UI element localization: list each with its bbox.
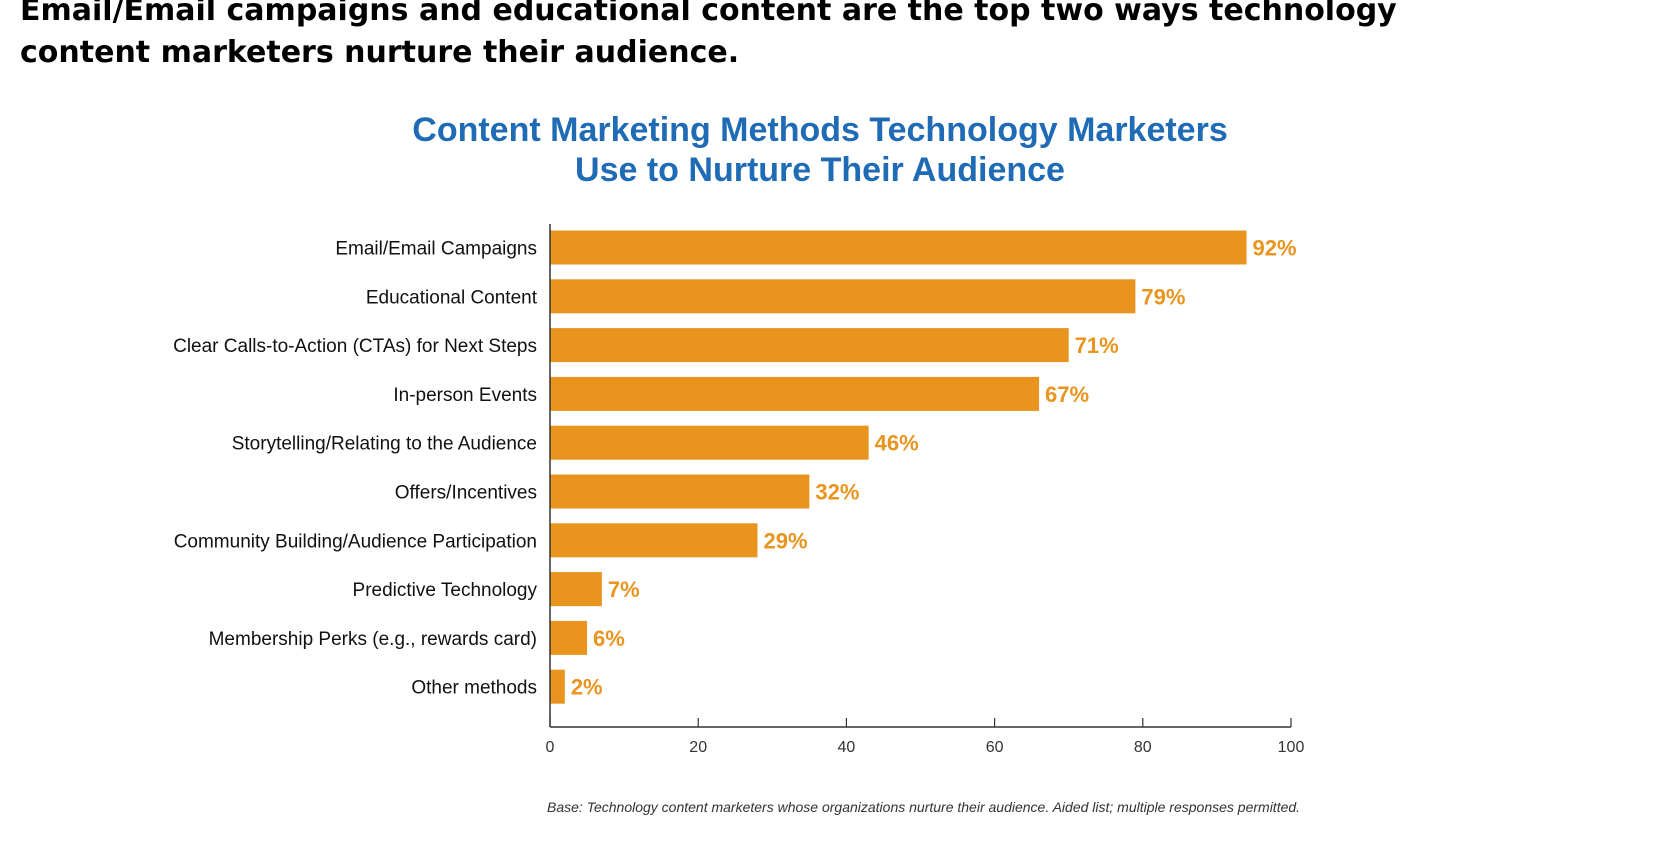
x-tick-label: 20 (689, 739, 707, 756)
category-label: Community Building/Audience Participatio… (174, 531, 537, 552)
data-label: 29% (763, 528, 807, 553)
x-tick-label: 0 (546, 739, 555, 756)
chart-footnote: Base: Technology content marketers whose… (547, 799, 1301, 815)
data-label: 71% (1075, 333, 1119, 358)
x-tick-label: 40 (838, 739, 856, 756)
bar (550, 620, 588, 655)
bar (550, 523, 758, 558)
category-label: Educational Content (366, 287, 538, 308)
chart-title: Content Marketing Methods Technology Mar… (330, 110, 1310, 190)
category-label: Clear Calls-to-Action (CTAs) for Next St… (173, 336, 537, 357)
bar (550, 474, 810, 509)
bar (550, 230, 1247, 265)
category-label: Email/Email Campaigns (335, 239, 537, 260)
data-label: 79% (1141, 284, 1185, 309)
bar (550, 572, 602, 607)
data-label: 46% (875, 431, 919, 456)
x-tick-label: 100 (1278, 739, 1305, 756)
category-label: Membership Perks (e.g., rewards card) (209, 629, 537, 650)
category-label: Storytelling/Relating to the Audience (232, 434, 537, 455)
data-label: 92% (1253, 236, 1297, 261)
x-tick-label: 80 (1134, 739, 1152, 756)
bar (550, 328, 1069, 363)
chart-title-line-1: Content Marketing Methods Technology Mar… (412, 111, 1228, 149)
category-label: Other methods (411, 678, 537, 699)
bar (550, 279, 1136, 314)
category-label: Offers/Incentives (395, 483, 537, 504)
category-label: In-person Events (393, 385, 537, 406)
bar (550, 669, 565, 704)
page-headline: Email/Email campaigns and educational co… (20, 0, 1397, 70)
chart-title-line-2: Use to Nurture Their Audience (575, 151, 1065, 189)
data-label: 67% (1045, 382, 1089, 407)
x-tick-label: 60 (986, 739, 1004, 756)
bar (550, 376, 1040, 411)
bar (550, 425, 869, 460)
data-label: 2% (571, 675, 603, 700)
data-label: 32% (815, 480, 859, 505)
data-label: 7% (608, 577, 640, 602)
category-label: Predictive Technology (353, 580, 538, 601)
data-label: 6% (593, 626, 625, 651)
